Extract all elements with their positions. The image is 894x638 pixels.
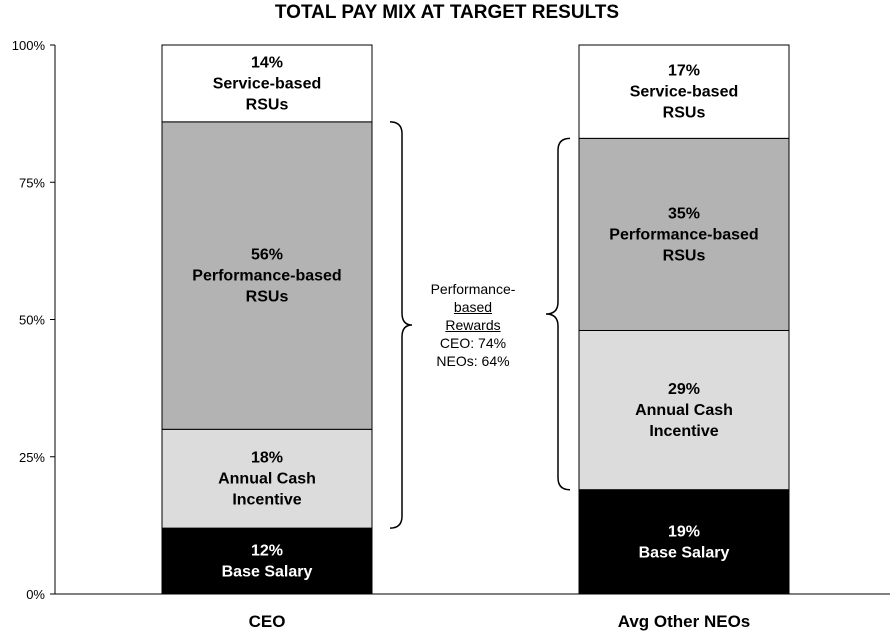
bar-segment-label: Annual Cash [218,471,316,488]
bar-segment-label: 17% [668,63,700,80]
category-label: Avg Other NEOs [618,612,751,631]
y-tick-label: 75% [19,175,45,190]
bar-segment-label: Incentive [649,423,718,440]
category-label: CEO [249,612,286,631]
bar-segment-label: 18% [251,450,283,467]
chart-title: TOTAL PAY MIX AT TARGET RESULTS [274,2,620,23]
neo-brace [545,137,571,491]
bar-segment-label: 29% [668,381,700,398]
annotation-line-4: CEO: 74% [439,335,507,351]
bar-segment-label: RSUs [246,96,289,113]
bar-segment [578,329,790,491]
bar-segment-label: Base Salary [639,544,730,561]
bar-segment-label: Annual Cash [635,402,733,419]
bar-segment [161,44,373,123]
bar-segment [578,489,790,595]
bar-segment-label: 14% [251,54,283,71]
bar-segment-label: 35% [668,205,700,222]
bar-segment-label: Performance-based [609,226,758,243]
bar-segment-label: Service-based [630,84,739,101]
bar-segment [578,137,790,331]
bar-segment-label: 56% [251,247,283,264]
bar-segment-label: RSUs [663,105,706,122]
bar-segment-label: Performance-based [192,268,341,285]
y-tick-label: 50% [19,313,45,328]
bar-segment-label: Base Salary [222,564,313,581]
bar-segment [578,44,790,139]
bar-segment-label: 12% [251,543,283,560]
y-tick-label: 0% [26,587,45,602]
bar-segment-label: RSUs [246,289,289,306]
annotation-line-1: Performance- [430,281,516,297]
annotation-line-5: NEOs: 64% [436,353,510,369]
bar-segment-label: Incentive [232,492,301,509]
bar-segment [161,527,373,595]
bar-segment [161,428,373,529]
y-tick-label: 100% [12,38,46,53]
annotation-line-3: Rewards [445,317,501,333]
bar-segment-label: RSUs [663,247,706,264]
performance-rewards-annotation: Performance- based Rewards CEO: 74% NEOs… [413,280,533,370]
bar-segment-label: 19% [668,523,700,540]
y-tick-label: 25% [19,450,45,465]
ceo-brace [389,121,413,529]
bar-segment-label: Service-based [213,75,322,92]
annotation-line-2: based [453,299,493,315]
